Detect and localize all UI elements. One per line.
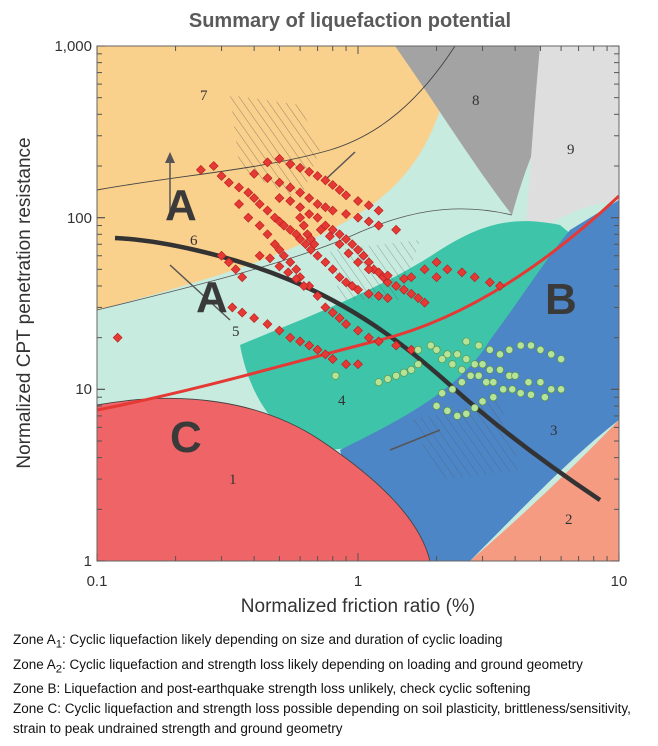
data-point-circle [537,346,544,353]
data-point-circle [496,351,503,358]
data-point-circle [475,342,482,349]
data-point-circle [509,386,516,393]
data-point-circle [332,372,339,379]
data-point-circle [384,375,391,382]
x-tick-label: 10 [611,573,628,590]
zone-label-8: 8 [472,93,480,109]
data-point-circle [408,366,415,373]
data-point-circle [467,372,474,379]
chart-title: Summary of liquefaction potential [189,10,511,32]
zone-letter-c: C [170,413,202,462]
data-point-circle [454,412,461,419]
x-tick-label: 1 [354,573,362,590]
zone-letter-a2: A [196,273,228,322]
data-point-circle [525,379,532,386]
legend-item-c: Zone C: Cyclic liquefaction and strength… [13,699,653,739]
data-point-circle [454,351,461,358]
data-point-circle [557,386,564,393]
liquefaction-chart: Summary of liquefaction potential [0,0,658,620]
data-point-circle [541,394,548,401]
data-point-circle [500,386,507,393]
data-point-circle [475,372,482,379]
data-point-circle [490,394,497,401]
zone-legend: Zone A1: Cyclic liquefaction likely depe… [13,630,653,739]
zone-letter-a1: A [165,181,197,230]
data-point-circle [527,342,534,349]
y-tick-label: 100 [67,210,92,227]
data-point-circle [449,386,456,393]
data-point-circle [527,391,534,398]
zone-label-4: 4 [338,393,346,409]
data-point-circle [415,346,422,353]
data-point-circle [433,346,440,353]
data-point-circle [486,366,493,373]
data-point-circle [438,356,445,363]
y-axis-label: Normalized CPT penetration resistance [14,137,35,468]
data-point-circle [375,379,382,386]
zone-label-1: 1 [229,472,237,488]
data-point-circle [486,346,493,353]
data-point-circle [537,379,544,386]
data-point-circle [449,361,456,368]
data-point-circle [463,356,470,363]
y-tick-label: 1 [84,553,92,570]
zone-label-3: 3 [550,423,558,439]
x-axis-label: Normalized friction ratio (%) [241,596,475,617]
data-point-circle [458,379,465,386]
data-point-circle [496,366,503,373]
data-point-circle [557,356,564,363]
data-point-circle [548,351,555,358]
data-point-circle [479,361,486,368]
zone-label-2: 2 [565,512,573,528]
data-point-circle [483,379,490,386]
data-point-circle [517,390,524,397]
data-point-circle [400,369,407,376]
y-tick-label: 10 [75,381,92,398]
zone-regions [97,46,619,561]
zone-label-6: 6 [190,233,198,249]
data-point-circle [438,390,445,397]
data-point-circle [490,379,497,386]
zone-letter-b: B [545,275,577,324]
data-point-circle [444,407,451,414]
legend-item-a1: Zone A1: Cyclic liquefaction likely depe… [13,630,653,655]
data-point-circle [458,366,465,373]
data-point-circle [479,398,486,405]
x-tick-label: 0.1 [87,573,108,590]
data-point-circle [433,402,440,409]
zone-label-7: 7 [200,88,208,104]
legend-item-b: Zone B: Liquefaction and post-earthquake… [13,679,653,699]
data-point-circle [415,361,422,368]
data-point-circle [506,346,513,353]
data-point-circle [548,386,555,393]
data-point-circle [471,361,478,368]
data-point-circle [393,372,400,379]
legend-item-a2: Zone A2: Cyclic liquefaction and strengt… [13,655,653,680]
data-point-circle [471,404,478,411]
zone-label-9: 9 [567,142,575,158]
data-point-circle [463,410,470,417]
y-tick-label: 1,000 [54,38,92,55]
data-point-circle [512,372,519,379]
data-point-circle [517,342,524,349]
zone-label-5: 5 [232,324,240,340]
data-point-circle [463,338,470,345]
